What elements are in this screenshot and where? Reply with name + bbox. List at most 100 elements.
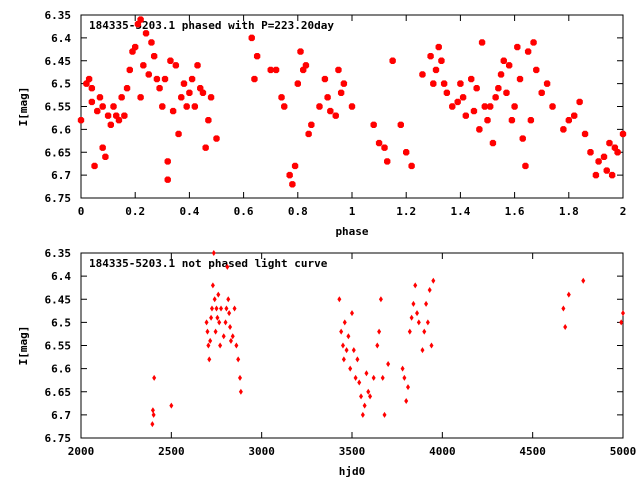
panel2-data-point — [230, 333, 235, 340]
panel1-data-point — [297, 48, 304, 55]
panel1-data-point — [375, 139, 383, 147]
panel1-data-point — [251, 75, 258, 83]
panel2-data-point — [228, 337, 233, 344]
panel1-data-point — [592, 171, 600, 179]
panel1-data-point — [115, 117, 123, 124]
panel1-data-point — [435, 43, 442, 51]
panel2-data-point — [225, 263, 230, 270]
panel1-x-tick-label: 0.6 — [234, 205, 254, 218]
panel2-data-point — [406, 384, 411, 391]
panel1-data-point — [253, 52, 261, 60]
panel1-data-point — [397, 121, 404, 128]
panel2-data-point — [360, 411, 365, 418]
panel2-y-tick-label: 6.35 — [45, 247, 72, 260]
panel1-data-point — [164, 176, 171, 183]
panel1-data-point — [516, 75, 524, 83]
panel1-data-point — [581, 130, 589, 138]
panel1-data-point — [91, 162, 98, 170]
panel2-data-point — [337, 296, 342, 303]
panel2-data-point — [400, 365, 405, 372]
panel2-x-tick-label: 3000 — [248, 445, 275, 458]
panel1-data-point — [487, 103, 494, 110]
panel1-data-point — [565, 117, 572, 124]
panel2-data-point — [213, 328, 218, 335]
panel1-data-point — [213, 135, 220, 142]
panel2-y-tick-label: 6.65 — [45, 386, 72, 399]
panel1-data-point — [178, 94, 185, 101]
panel1-data-point — [384, 158, 391, 165]
panel1-data-point — [497, 71, 505, 78]
panel1-data-point — [476, 126, 483, 133]
panel1-x-tick-label: 1.4 — [450, 205, 470, 218]
panel1-data-point — [289, 181, 296, 188]
panel1-data-point — [473, 85, 480, 92]
panel2-y-tick-label: 6.6 — [51, 363, 71, 376]
panel1-x-axis-label: phase — [335, 225, 368, 238]
panel1-data-point — [484, 117, 491, 124]
panel2-data-point — [355, 356, 360, 363]
panel2-y-tick-label: 6.7 — [51, 409, 71, 422]
panel1-data-point — [438, 57, 445, 64]
panel1-data-point — [419, 71, 426, 78]
panel2-data-point — [377, 328, 382, 335]
panel1-data-point — [202, 144, 209, 151]
panel1-data-point — [278, 94, 285, 101]
panel1-data-point — [248, 34, 255, 42]
panel2-data-point — [566, 291, 571, 298]
panel1-data-point — [468, 75, 475, 83]
panel1-data-point — [606, 139, 613, 147]
panel1-data-point — [538, 89, 545, 96]
panel2-y-axis-label: I[mag] — [17, 326, 30, 366]
panel1-data-point — [505, 62, 513, 69]
panel2-data-point — [413, 282, 418, 289]
panel2-data-point — [228, 324, 233, 330]
panel1-data-point — [533, 66, 540, 74]
panel1-data-point — [286, 171, 293, 179]
panel1-data-point — [121, 112, 128, 119]
panel2-data-point — [386, 361, 391, 367]
panel1-data-point — [543, 80, 551, 87]
panel2-data-point — [151, 411, 156, 418]
panel1-data-point — [519, 135, 526, 142]
panel1-data-point — [332, 112, 339, 119]
panel2-data-point — [407, 328, 412, 335]
panel2-data-point — [219, 305, 224, 312]
panel1-chart-title: 184335-5203.1 phased with P=223.20day — [89, 19, 334, 32]
panel1-x-tick-label: 1.2 — [396, 205, 416, 218]
panel2-data-point — [234, 342, 239, 349]
panel1-data-point — [321, 75, 329, 83]
panel1-data-point — [169, 107, 177, 115]
panel1-data-point — [340, 80, 348, 87]
panel1-data-point — [324, 94, 331, 101]
panel1-data-point — [132, 43, 139, 51]
panel1-y-tick-label: 6.6 — [51, 123, 71, 136]
panel2-data-point — [425, 319, 430, 326]
panel2-data-point — [427, 287, 432, 293]
panel2-data-point — [368, 393, 373, 400]
panel1-data-point — [337, 89, 345, 96]
panel2-data-point — [561, 305, 566, 312]
panel1-data-point — [495, 85, 502, 92]
panel2-data-point — [204, 319, 209, 326]
panel1-data-point — [489, 139, 497, 147]
panel2-data-point — [215, 314, 220, 321]
panel1-data-point — [145, 71, 152, 78]
panel2-data-point — [382, 411, 387, 418]
panel2-data-point — [364, 370, 369, 377]
panel1-data-point — [159, 103, 166, 110]
panel1-data-point — [614, 149, 621, 156]
panel1-data-point — [153, 75, 161, 83]
panel1-data-point — [194, 62, 201, 69]
panel1-data-point — [161, 75, 169, 83]
panel1-data-point — [272, 66, 280, 74]
panel2-y-tick-label: 6.75 — [45, 432, 72, 445]
panel2-y-tick-label: 6.4 — [51, 270, 71, 283]
panel1-data-point — [511, 103, 518, 110]
panel1-data-point — [427, 52, 434, 60]
panel1-data-point — [191, 103, 199, 110]
panel2-data-point — [207, 356, 212, 363]
panel1-data-point — [432, 66, 440, 74]
panel1-data-point — [389, 57, 396, 64]
panel2-data-point — [411, 300, 416, 307]
panel2-x-tick-label: 5000 — [610, 445, 637, 458]
